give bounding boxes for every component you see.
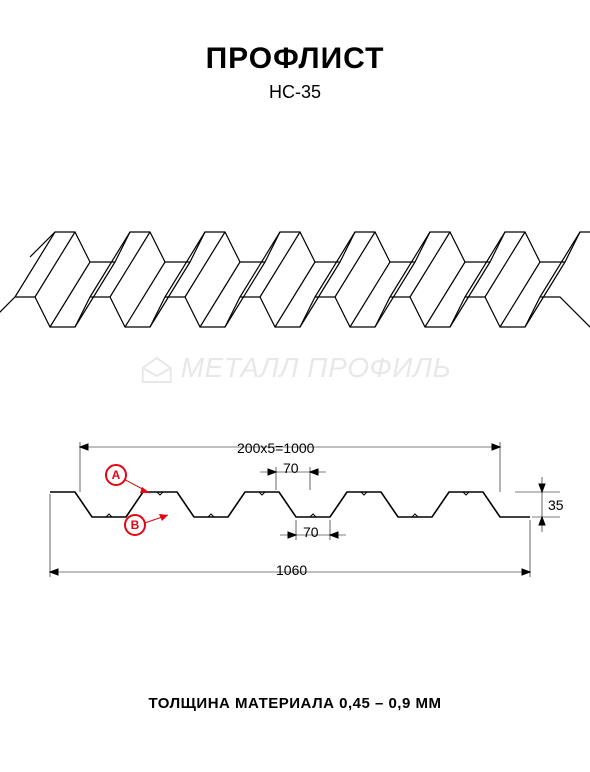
watermark-text: МЕТАЛЛ ПРОФИЛЬ xyxy=(181,352,451,383)
marker-b: B xyxy=(124,514,146,536)
cross-section-diagram xyxy=(20,432,570,612)
product-title: ПРОФЛИСТ xyxy=(0,42,590,76)
watermark: МЕТАЛЛ ПРОФИЛЬ xyxy=(139,352,451,386)
thickness-spec: ТОЛЩИНА МАТЕРИАЛА 0,45 – 0,9 ММ xyxy=(0,695,590,712)
marker-b-label: B xyxy=(124,514,146,536)
watermark-logo-icon xyxy=(139,354,175,386)
product-subtitle: НС-35 xyxy=(0,82,590,103)
marker-a: A xyxy=(105,464,127,486)
marker-a-label: A xyxy=(105,464,127,486)
